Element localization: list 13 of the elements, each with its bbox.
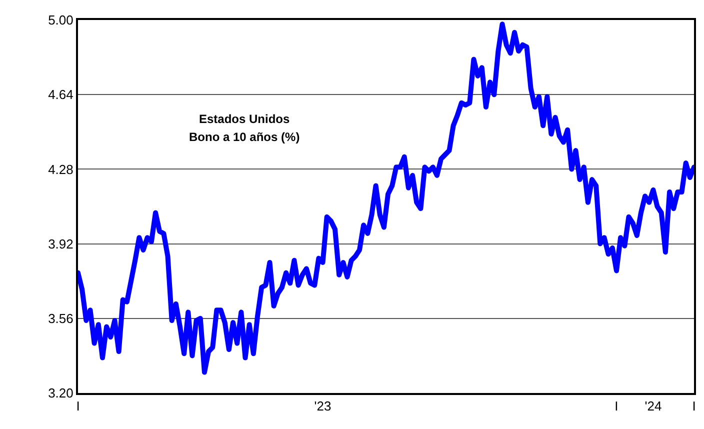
x-tick-label: I: [614, 398, 618, 414]
x-tick-label: '23: [314, 398, 332, 414]
x-tick-label: I: [76, 398, 80, 414]
text: Bono a 10 años (%): [189, 130, 300, 144]
y-tick-label: 5.00: [48, 12, 74, 28]
text: Estados Unidos: [199, 112, 290, 126]
y-tick-label: 3.56: [48, 310, 74, 326]
y-tick-label: 4.64: [48, 87, 74, 102]
y-tick-label: 3.20: [48, 386, 74, 401]
x-tick-label: I: [692, 398, 696, 414]
x-tick-label: '24: [644, 398, 662, 414]
y-tick-label: 3.92: [48, 236, 74, 252]
y-tick-label: 4.28: [48, 162, 74, 177]
